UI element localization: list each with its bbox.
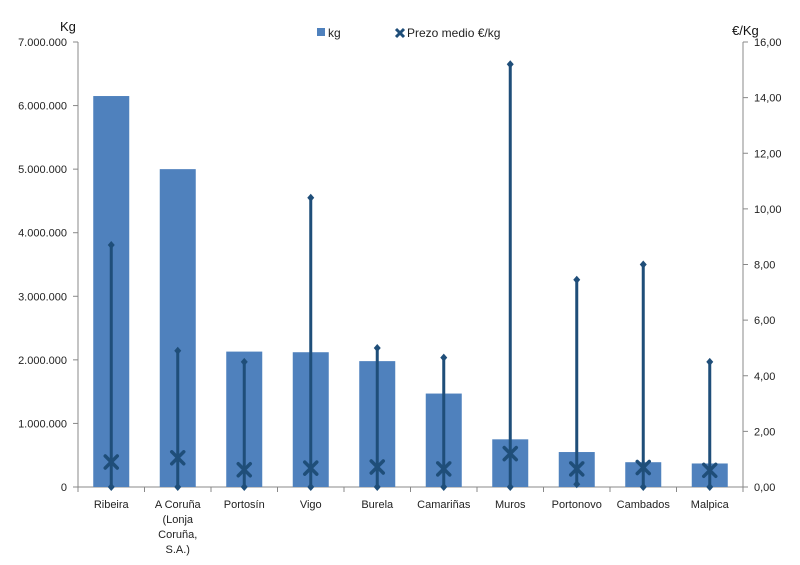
price-min-marker	[307, 483, 315, 491]
price-min-marker	[107, 483, 115, 491]
price-max-marker	[307, 193, 315, 202]
right-tick-label: 6,00	[754, 315, 775, 327]
price-min-marker	[573, 480, 581, 489]
right-tick-label: 8,00	[754, 260, 775, 272]
category-label: Muros	[495, 499, 526, 511]
price-mean-marker	[635, 459, 651, 476]
price-min-marker	[639, 483, 647, 491]
axes: 0 1.000.000 2.000.000 3.000.000 4.000.000 5.0…	[18, 37, 781, 494]
category-label: Malpica	[691, 499, 730, 511]
price-mean-marker	[303, 460, 319, 476]
price-max-marker	[440, 353, 448, 362]
legend-kg-label: kg	[328, 26, 341, 40]
category-label: Portonovo	[552, 499, 602, 511]
left-tick-label: 3.000.000	[18, 291, 67, 303]
category-label: Cambados	[617, 499, 671, 511]
category-label: Burela	[361, 499, 394, 511]
price-max-marker	[240, 357, 248, 366]
category-label: Camariñas	[417, 499, 471, 511]
price-mean-marker	[702, 462, 718, 479]
right-tick-label: 14,00	[754, 93, 782, 105]
right-tick-label: 0,00	[754, 482, 775, 494]
price-max-marker	[107, 241, 115, 250]
left-tick-label: 7.000.000	[18, 37, 67, 49]
price-max-marker	[174, 346, 182, 355]
price-min-marker	[506, 483, 514, 491]
left-tick-label: 6.000.000	[18, 101, 67, 113]
category-label: A Coruña (Lonja Coruña, S.A.)	[155, 499, 202, 556]
price-mean-marker	[569, 461, 585, 477]
bars	[93, 96, 728, 488]
price-min-marker	[440, 483, 448, 491]
legend-price-label: Prezo medio €/kg	[407, 26, 500, 40]
left-tick-label: 1.000.000	[18, 418, 67, 430]
price-mean-marker	[236, 462, 252, 478]
right-axis-label: €/Kg	[732, 23, 759, 38]
left-tick-label: 0	[61, 482, 67, 494]
price-mean-marker	[170, 450, 186, 466]
price-mean-marker	[369, 459, 385, 475]
price-ranges	[103, 60, 718, 491]
left-tick-label: 5.000.000	[18, 164, 67, 176]
right-tick-label: 10,00	[754, 204, 782, 216]
price-max-marker	[573, 275, 581, 284]
category-label: Ribeira	[94, 499, 130, 511]
right-tick-label: 2,00	[754, 426, 775, 438]
category-label: Vigo	[300, 499, 322, 511]
price-min-marker	[174, 483, 182, 491]
price-mean-marker	[502, 445, 518, 462]
price-min-marker	[706, 483, 714, 491]
left-axis-label: Kg	[60, 19, 76, 34]
price-min-marker	[240, 483, 248, 491]
price-mean-marker	[103, 454, 119, 470]
right-tick-label: 4,00	[754, 371, 775, 383]
right-tick-label: 12,00	[754, 148, 782, 160]
left-tick-label: 2.000.000	[18, 355, 67, 367]
legend-kg-swatch	[317, 28, 325, 36]
price-min-marker	[373, 483, 381, 491]
legend: kg Prezo medio €/kg	[317, 26, 500, 40]
price-max-marker	[639, 260, 647, 269]
right-tick-label: 16,00	[754, 37, 782, 49]
left-tick-label: 4.000.000	[18, 228, 67, 240]
category-label: Portosín	[224, 499, 265, 511]
price-max-marker	[506, 60, 514, 69]
price-max-marker	[706, 357, 714, 366]
legend-price-marker	[394, 27, 406, 39]
price-mean-marker	[436, 461, 452, 477]
category-labels: Ribeira A Coruña (Lonja Coruña, S.A.) Portosí…	[94, 499, 730, 556]
price-max-marker	[373, 343, 381, 352]
